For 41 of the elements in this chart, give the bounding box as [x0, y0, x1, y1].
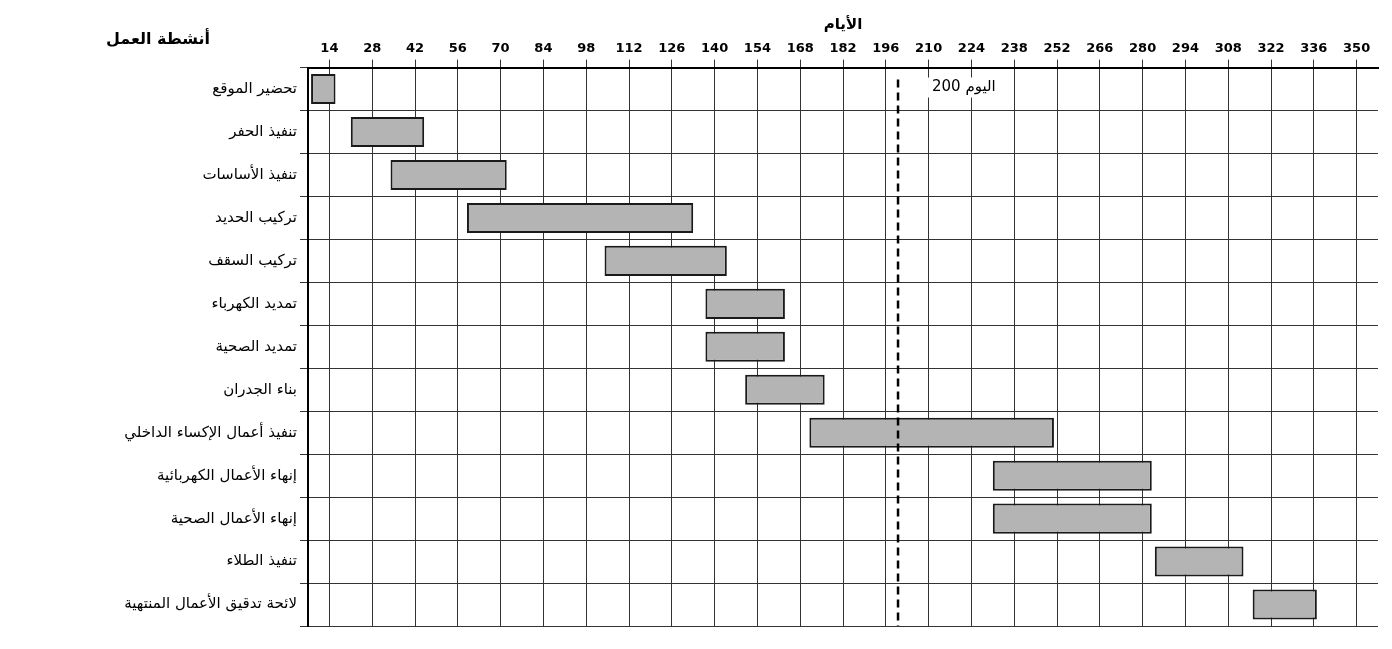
x-tick-label: 280 — [1129, 40, 1157, 56]
x-tick-label: 182 — [829, 40, 857, 56]
y-tick-label: بناء الجدران — [223, 379, 297, 398]
y-tick-label: تنفيذ الأساسات — [202, 163, 297, 183]
x-tick-label: 252 — [1043, 40, 1071, 56]
x-tick-label: 154 — [743, 40, 771, 56]
y-tick-label: إنهاء الأعمال الكهربائية — [157, 464, 297, 484]
y-tick-label: تنفيذ أعمال الإكساء الداخلي — [124, 421, 297, 442]
y-tick-label: تحضير الموقع — [212, 78, 297, 97]
x-tick-label: 308 — [1214, 40, 1242, 56]
x-tick-label: 42 — [405, 40, 425, 56]
y-tick-label: تنفيذ الحفر — [228, 121, 297, 140]
x-tick-label: 266 — [1086, 40, 1114, 56]
x-tick-label: 210 — [915, 40, 943, 56]
x-tick-label: 14 — [320, 40, 339, 56]
y-tick-label: تركيب السقف — [208, 250, 297, 269]
x-tick-label: 224 — [957, 40, 985, 56]
x-tick-label: 112 — [615, 40, 643, 56]
x-tick-label: 168 — [786, 40, 814, 56]
x-tick-label: 196 — [872, 40, 900, 56]
x-tick-label: 56 — [448, 40, 467, 56]
y-axis-title: أنشطة العمل — [105, 27, 211, 48]
ref-line-label: اليوم 200 — [932, 77, 996, 96]
x-tick-label: 336 — [1300, 40, 1328, 56]
x-tick-label: 84 — [534, 40, 553, 56]
x-tick-label: 70 — [491, 40, 510, 56]
y-tick-label: لائحة تدقيق الأعمال المنتهية — [124, 593, 297, 613]
y-tick-label: تمديد الصحية — [215, 336, 297, 355]
x-tick-label: 140 — [701, 40, 729, 56]
y-tick-label: إنهاء الأعمال الصحية — [170, 507, 297, 527]
y-tick-label: تركيب الحديد — [215, 207, 297, 226]
y-tick-label: تمديد الكهرباء — [211, 293, 297, 312]
x-tick-label: 238 — [1000, 40, 1028, 56]
x-tick-label: 322 — [1257, 40, 1285, 56]
x-tick-label: 294 — [1171, 40, 1199, 56]
x-axis-title: الأيام — [823, 14, 863, 33]
x-tick-label: 126 — [658, 40, 686, 56]
y-tick-label: تنفيذ الطلاء — [226, 551, 297, 570]
x-tick-label: 350 — [1343, 40, 1371, 56]
x-tick-label: 98 — [577, 40, 596, 56]
x-tick-label: 28 — [363, 40, 382, 56]
